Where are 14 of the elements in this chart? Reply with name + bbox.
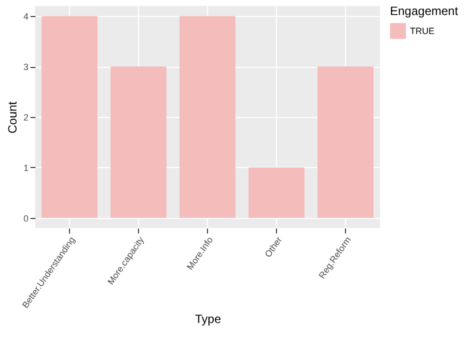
x-axis-title: Type	[194, 312, 222, 326]
bar	[180, 16, 236, 218]
bar	[42, 16, 98, 218]
legend-title: Engagement	[390, 4, 459, 18]
legend-label: TRUE	[410, 26, 434, 36]
y-tick-label: 2	[23, 112, 28, 122]
bar	[248, 167, 304, 218]
y-axis-title: Count	[5, 100, 20, 134]
y-tick-label: 0	[23, 213, 28, 224]
y-tick-label: 3	[23, 62, 28, 72]
y-tick-label: 4	[23, 12, 28, 22]
y-tick-label: 1	[23, 162, 28, 173]
bar	[318, 66, 374, 218]
bar	[110, 66, 166, 218]
